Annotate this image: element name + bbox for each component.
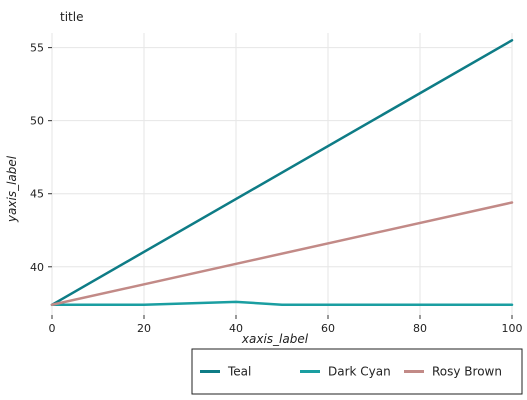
series-line-dark-cyan: [50, 300, 514, 307]
y-tick-label: 55: [30, 42, 44, 55]
legend-label: Rosy Brown: [432, 365, 502, 379]
series-lines: [50, 39, 514, 307]
axes: 0 20 40 60 80 100 40 45 50 55: [30, 42, 523, 335]
legend-label: Dark Cyan: [328, 365, 391, 379]
y-axis-label: yaxis_label: [5, 155, 19, 223]
x-tick-label: 80: [413, 322, 427, 335]
y-tick-label: 50: [30, 115, 44, 128]
legend: Teal Dark Cyan Rosy Brown: [191, 348, 523, 395]
legend-label: Teal: [227, 365, 251, 379]
series-line-rosy-brown: [50, 201, 514, 307]
chart-title: title: [60, 10, 83, 24]
x-tick-label: 40: [229, 322, 243, 335]
x-tick-label: 20: [137, 322, 151, 335]
x-tick-label: 60: [321, 322, 335, 335]
y-tick-label: 45: [30, 188, 44, 201]
series-line-teal: [50, 39, 514, 307]
grid: [51, 33, 513, 315]
legend-box: [191, 348, 523, 395]
x-tick-label: 100: [502, 322, 523, 335]
x-axis-label: xaxis_label: [241, 332, 309, 346]
y-tick-label: 40: [30, 261, 44, 274]
x-tick-label: 0: [49, 322, 56, 335]
